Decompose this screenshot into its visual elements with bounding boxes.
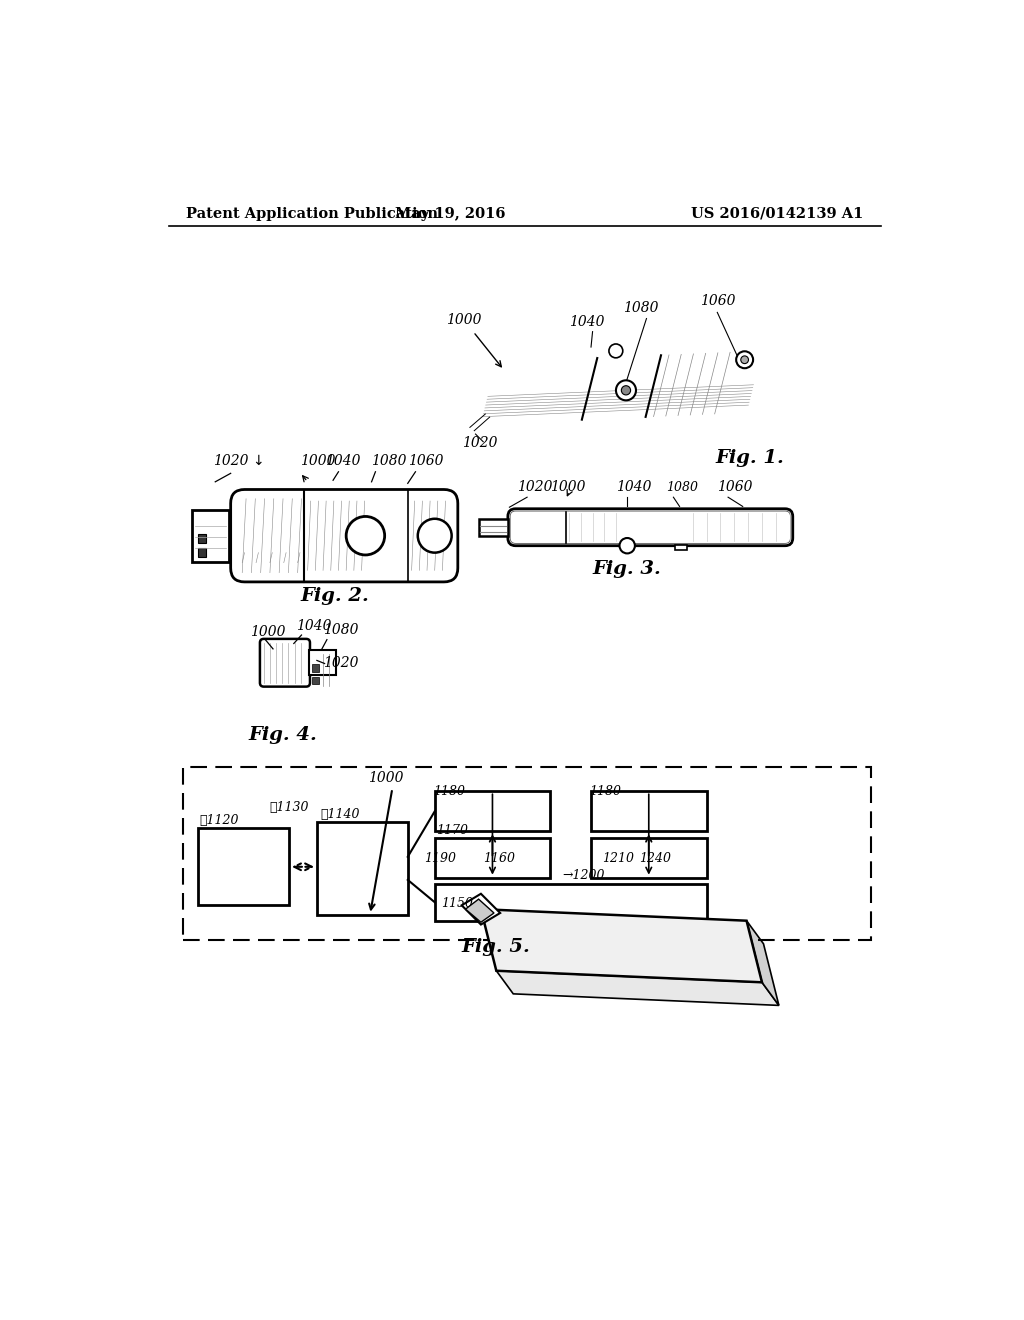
Text: 1020: 1020 bbox=[323, 656, 358, 669]
Text: 1190: 1190 bbox=[424, 853, 456, 865]
Circle shape bbox=[736, 351, 753, 368]
Text: 1060: 1060 bbox=[717, 480, 753, 494]
Bar bbox=[199, 548, 206, 557]
FancyBboxPatch shape bbox=[260, 639, 310, 686]
Circle shape bbox=[346, 516, 385, 554]
Circle shape bbox=[609, 345, 623, 358]
Text: 1160: 1160 bbox=[483, 853, 515, 865]
Circle shape bbox=[418, 519, 452, 553]
Text: 1180: 1180 bbox=[433, 785, 465, 799]
Bar bbox=[193, 510, 229, 562]
Text: Patent Application Publication: Patent Application Publication bbox=[186, 207, 438, 220]
Text: 1080: 1080 bbox=[371, 454, 407, 467]
Circle shape bbox=[622, 385, 631, 395]
Polygon shape bbox=[466, 899, 494, 923]
Text: ⌒1120: ⌒1120 bbox=[200, 813, 240, 826]
Bar bbox=[316, 822, 408, 915]
Bar bbox=[435, 884, 707, 921]
Text: 1060: 1060 bbox=[408, 454, 443, 467]
Text: ↓: ↓ bbox=[252, 454, 264, 467]
Bar bbox=[478, 519, 508, 536]
Text: ⌒1130: ⌒1130 bbox=[269, 801, 308, 814]
Text: →1200: →1200 bbox=[562, 869, 605, 882]
Text: 1060: 1060 bbox=[700, 294, 736, 308]
Text: 1000: 1000 bbox=[446, 313, 481, 327]
Text: 1040: 1040 bbox=[296, 619, 332, 632]
Text: 1000: 1000 bbox=[550, 480, 586, 494]
Text: 1170: 1170 bbox=[436, 825, 468, 837]
Circle shape bbox=[616, 380, 636, 400]
Bar bbox=[675, 545, 687, 549]
Text: 1000: 1000 bbox=[250, 624, 286, 639]
Text: 1080: 1080 bbox=[323, 623, 358, 638]
Text: 1000: 1000 bbox=[368, 771, 403, 785]
Text: Fig. 4.: Fig. 4. bbox=[249, 726, 317, 743]
Text: 1080: 1080 bbox=[666, 480, 697, 494]
Text: May 19, 2016: May 19, 2016 bbox=[395, 207, 506, 220]
Bar bbox=[309, 651, 336, 675]
Text: US 2016/0142139 A1: US 2016/0142139 A1 bbox=[691, 207, 863, 220]
Text: 1080: 1080 bbox=[624, 301, 658, 315]
Text: Fig. 5.: Fig. 5. bbox=[462, 937, 530, 956]
Text: 1150: 1150 bbox=[441, 896, 473, 909]
Polygon shape bbox=[481, 909, 762, 982]
Text: 1020: 1020 bbox=[517, 480, 553, 494]
Polygon shape bbox=[497, 970, 779, 1006]
Bar bbox=[591, 838, 707, 878]
Text: 1040: 1040 bbox=[569, 315, 605, 329]
Text: Fig. 1.: Fig. 1. bbox=[716, 449, 784, 466]
Bar bbox=[199, 829, 289, 906]
Text: 1210: 1210 bbox=[602, 853, 635, 865]
FancyBboxPatch shape bbox=[230, 490, 458, 582]
Text: Fig. 3.: Fig. 3. bbox=[593, 560, 662, 578]
Text: Fig. 2.: Fig. 2. bbox=[300, 587, 369, 605]
Circle shape bbox=[740, 356, 749, 363]
Text: 1040: 1040 bbox=[615, 480, 651, 494]
Polygon shape bbox=[462, 894, 500, 924]
Text: 1000: 1000 bbox=[300, 454, 336, 467]
Bar bbox=[199, 535, 206, 544]
Circle shape bbox=[620, 539, 635, 553]
Bar bbox=[435, 792, 550, 832]
Text: ⌒1140: ⌒1140 bbox=[321, 808, 360, 821]
Text: 1020: 1020 bbox=[213, 454, 249, 467]
Bar bbox=[591, 792, 707, 832]
Polygon shape bbox=[746, 921, 779, 1006]
Text: 1040: 1040 bbox=[326, 454, 360, 467]
Bar bbox=[311, 664, 319, 672]
Text: 1020: 1020 bbox=[462, 436, 498, 450]
Bar bbox=[183, 767, 870, 940]
Text: 1240: 1240 bbox=[640, 853, 672, 865]
Bar bbox=[311, 677, 319, 684]
Text: 1180: 1180 bbox=[590, 785, 622, 799]
Bar bbox=[435, 838, 550, 878]
FancyBboxPatch shape bbox=[508, 508, 793, 545]
